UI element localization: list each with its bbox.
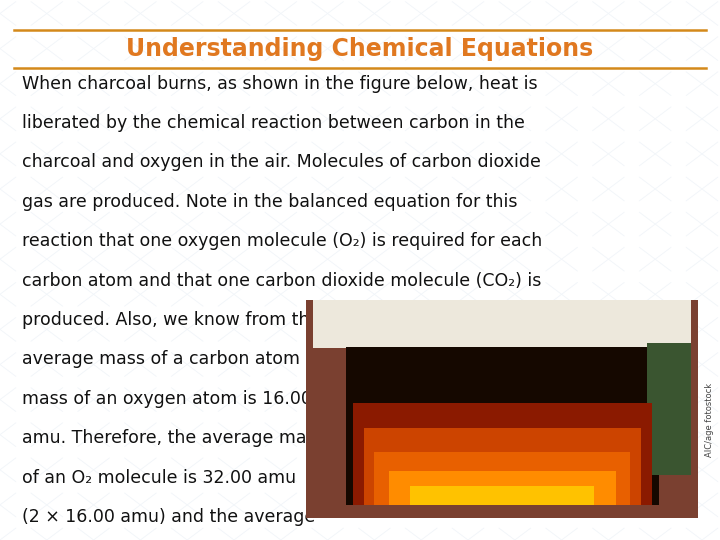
Text: average mass of a carbon atom is 12.01 amu and the average: average mass of a carbon atom is 12.01 a… — [22, 350, 568, 368]
Bar — [364, 428, 641, 505]
Text: of an O₂ molecule is 32.00 amu: of an O₂ molecule is 32.00 amu — [22, 469, 296, 487]
Bar — [389, 471, 616, 505]
Text: amu. Therefore, the average mass: amu. Therefore, the average mass — [22, 429, 324, 447]
Bar — [647, 343, 690, 475]
Text: gas are produced. Note in the balanced equation for this: gas are produced. Note in the balanced e… — [22, 193, 517, 211]
Bar — [313, 300, 691, 348]
Text: reaction that one oxygen molecule (O₂) is required for each: reaction that one oxygen molecule (O₂) i… — [22, 232, 542, 250]
Text: Understanding Chemical Equations: Understanding Chemical Equations — [127, 37, 593, 60]
Bar — [410, 487, 594, 505]
Text: produced. Also, we know from the periodic table that the: produced. Also, we know from the periodi… — [22, 311, 521, 329]
Text: mass of an oxygen atom is 16.00: mass of an oxygen atom is 16.00 — [22, 390, 312, 408]
Text: liberated by the chemical reaction between carbon in the: liberated by the chemical reaction betwe… — [22, 114, 524, 132]
Text: AIC/age fotostock: AIC/age fotostock — [705, 383, 714, 457]
Bar — [306, 300, 698, 518]
Text: charcoal and oxygen in the air. Molecules of carbon dioxide: charcoal and oxygen in the air. Molecule… — [22, 153, 541, 171]
Bar — [353, 402, 652, 505]
Bar — [374, 451, 630, 505]
Text: carbon atom and that one carbon dioxide molecule (CO₂) is: carbon atom and that one carbon dioxide … — [22, 272, 541, 289]
Text: When charcoal burns, as shown in the figure below, heat is: When charcoal burns, as shown in the fig… — [22, 75, 537, 92]
Text: (2 × 16.00 amu) and the average: (2 × 16.00 amu) and the average — [22, 508, 315, 526]
Bar — [346, 347, 659, 505]
